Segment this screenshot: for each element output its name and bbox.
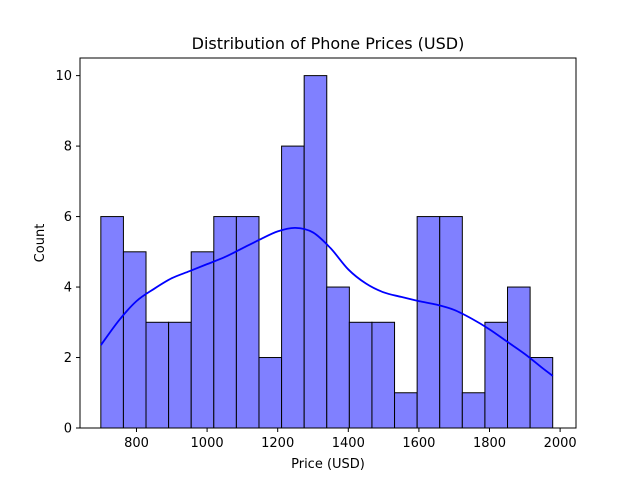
histogram-bar	[145, 321, 170, 429]
x-axis-ticks: 800 1000 1200 1400 1600 1800 2000	[124, 428, 577, 451]
y-tick-label: 6	[64, 210, 72, 225]
histogram-bar	[258, 357, 283, 429]
histogram-bar	[122, 251, 147, 429]
x-tick-label: 800	[124, 436, 149, 451]
y-axis-label: Count	[33, 224, 48, 263]
y-tick-label: 10	[55, 69, 72, 84]
histogram-bar	[484, 321, 509, 429]
kde-curve-group	[100, 226, 554, 377]
y-tick-label: 2	[64, 351, 72, 366]
x-tick-label: 1000	[191, 436, 224, 451]
y-tick-label: 4	[64, 281, 72, 296]
histogram-bar	[235, 216, 260, 429]
x-tick-label: 1400	[332, 436, 365, 451]
histogram-bar	[190, 251, 215, 429]
x-tick-label: 1600	[402, 436, 435, 451]
histogram-bar	[371, 321, 396, 429]
histogram-bars	[100, 75, 554, 429]
x-tick-label: 1800	[473, 436, 506, 451]
histogram-bar	[326, 286, 350, 429]
histogram-bar	[394, 392, 418, 429]
x-axis-label: Price (USD)	[291, 457, 365, 472]
histogram-bar	[461, 392, 486, 429]
histogram-bar	[281, 145, 305, 429]
axes-frame	[79, 57, 577, 429]
kde-curve	[100, 226, 554, 377]
histogram-bar	[168, 321, 192, 429]
chart-title: Distribution of Phone Prices (USD)	[192, 34, 465, 53]
y-axis-ticks: 0 2 4 6 8 10	[55, 69, 80, 437]
x-tick-label: 1200	[261, 436, 294, 451]
histogram-bar	[348, 321, 373, 429]
x-tick-label: 2000	[544, 436, 577, 451]
histogram-bar	[416, 216, 441, 429]
histogram-bar	[100, 216, 124, 429]
y-tick-label: 8	[64, 140, 72, 155]
histogram-bar	[213, 216, 237, 429]
y-tick-label: 0	[64, 422, 72, 437]
histogram-bar	[303, 75, 328, 429]
histogram-bar	[507, 286, 531, 429]
histogram-bar	[439, 216, 463, 429]
